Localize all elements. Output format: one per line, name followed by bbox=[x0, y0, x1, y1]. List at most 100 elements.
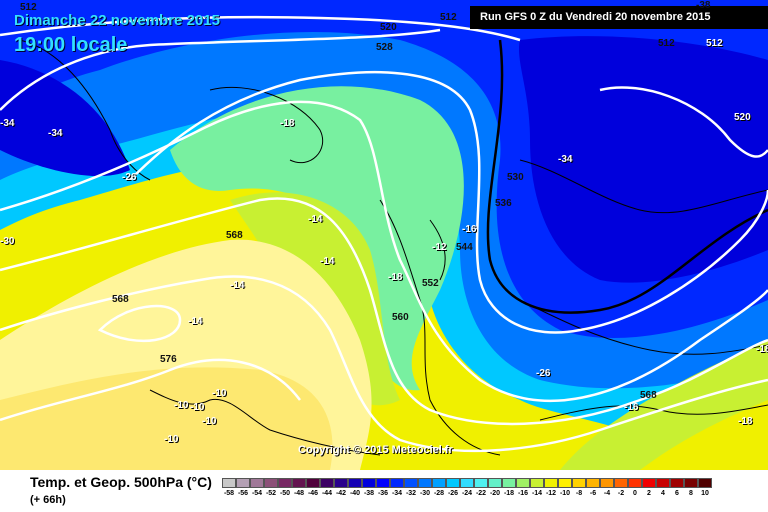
legend-swatch bbox=[516, 478, 530, 488]
temperature-label: -18 bbox=[756, 344, 768, 355]
isohypse-label: 568 bbox=[226, 230, 243, 241]
isohypse-label: 544 bbox=[456, 242, 473, 253]
isohypse-label: 530 bbox=[507, 172, 524, 183]
green-band bbox=[170, 86, 464, 391]
deep-blue-core bbox=[518, 36, 768, 283]
legend-swatch bbox=[306, 478, 320, 488]
temperature-label: -14 bbox=[230, 280, 245, 291]
isohypse-512 bbox=[0, 15, 521, 42]
legend-swatch bbox=[432, 478, 446, 488]
legend-value: -58 bbox=[223, 490, 235, 497]
legend-swatch bbox=[544, 478, 558, 488]
legend-value: -4 bbox=[603, 490, 611, 497]
legend-value: -56 bbox=[237, 490, 249, 497]
isohypse-label: 576 bbox=[160, 354, 177, 365]
legend-value: -36 bbox=[377, 490, 389, 497]
legend-swatch bbox=[698, 478, 712, 488]
central-europe-coast bbox=[519, 299, 768, 355]
legend-swatch bbox=[320, 478, 334, 488]
legend-value: -34 bbox=[391, 490, 403, 497]
legend-value: -40 bbox=[349, 490, 361, 497]
legend-swatch bbox=[656, 478, 670, 488]
legend-value: -20 bbox=[489, 490, 501, 497]
legend-value: -8 bbox=[575, 490, 583, 497]
legend-swatch bbox=[670, 478, 684, 488]
forecast-date: Dimanche 22 novembre 2015 bbox=[14, 12, 220, 29]
isohypse-label: 512 bbox=[658, 38, 675, 49]
legend-value: -30 bbox=[419, 490, 431, 497]
legend-value: -26 bbox=[447, 490, 459, 497]
legend-value: -2 bbox=[617, 490, 625, 497]
legend-value: -18 bbox=[503, 490, 515, 497]
legend-swatch bbox=[390, 478, 404, 488]
isohypse-label: 552 bbox=[422, 278, 439, 289]
temperature-label: -10 bbox=[212, 388, 227, 399]
legend-swatch bbox=[530, 478, 544, 488]
legend-swatch bbox=[460, 478, 474, 488]
temperature-label: -10 bbox=[190, 402, 205, 413]
legend-bar bbox=[0, 470, 768, 512]
temperature-label: -12 bbox=[432, 242, 447, 253]
legend-swatch bbox=[684, 478, 698, 488]
legend-value: -38 bbox=[363, 490, 375, 497]
legend-value: -24 bbox=[461, 490, 473, 497]
temperature-label: -18 bbox=[388, 272, 403, 283]
legend-value: -12 bbox=[545, 490, 557, 497]
isohypse-520 bbox=[0, 28, 441, 111]
legend-swatch bbox=[348, 478, 362, 488]
isohypse-label: 528 bbox=[376, 42, 393, 53]
isohypse-544 bbox=[0, 100, 768, 402]
temperature-label: -14 bbox=[188, 316, 203, 327]
isohypse-560 bbox=[0, 197, 768, 426]
isohypse-label: 512 bbox=[20, 2, 37, 13]
legend-value: 6 bbox=[675, 490, 679, 497]
legend-value: -14 bbox=[531, 490, 543, 497]
temperature-label: -38 bbox=[696, 0, 711, 11]
africa-coast bbox=[149, 389, 381, 456]
temperature-label: -26 bbox=[122, 172, 137, 183]
legend-value: -6 bbox=[589, 490, 597, 497]
isohypse-568 bbox=[0, 275, 768, 453]
legend-value: 10 bbox=[701, 490, 709, 497]
isohypse-label: 512 bbox=[706, 38, 723, 49]
legend-value: -28 bbox=[433, 490, 445, 497]
legend-value: 0 bbox=[633, 490, 637, 497]
temperature-label: -34 bbox=[0, 118, 15, 129]
temperature-label: -26 bbox=[536, 368, 551, 379]
legend-value: -42 bbox=[335, 490, 347, 497]
legend-swatch bbox=[628, 478, 642, 488]
isohypse-label: 536 bbox=[495, 198, 512, 209]
legend-value: -52 bbox=[265, 490, 277, 497]
legend-swatch bbox=[236, 478, 250, 488]
legend-swatch bbox=[558, 478, 572, 488]
isohypse-label: 568 bbox=[640, 390, 657, 401]
isohypse-label: 520 bbox=[734, 112, 751, 123]
temperature-label: -34 bbox=[48, 128, 63, 139]
legend-value: -48 bbox=[293, 490, 305, 497]
legend-swatch bbox=[502, 478, 516, 488]
temperature-label: -10 bbox=[174, 400, 189, 411]
copyright-notice: Copyright © 2015 Meteociel.fr bbox=[298, 444, 453, 456]
iceland-coast bbox=[209, 86, 324, 164]
isohypse-label: 520 bbox=[380, 22, 397, 33]
isohypse-568-closed bbox=[97, 304, 182, 343]
temperature-label: -14 bbox=[308, 214, 323, 225]
legend-swatch bbox=[404, 478, 418, 488]
legend-swatch bbox=[334, 478, 348, 488]
legend-swatch bbox=[488, 478, 502, 488]
legend-value: -32 bbox=[405, 490, 417, 497]
west-europe-coast bbox=[379, 199, 501, 456]
temperature-label: -10 bbox=[202, 416, 217, 427]
temperature-label: -34 bbox=[558, 154, 573, 165]
legend-swatch bbox=[586, 478, 600, 488]
legend-swatch bbox=[222, 478, 236, 488]
legend-subtitle: (+ 66h) bbox=[30, 494, 66, 506]
legend-value: 2 bbox=[647, 490, 651, 497]
legend-swatch bbox=[418, 478, 432, 488]
forecast-time: 19:00 locale bbox=[14, 34, 128, 56]
legend-swatch bbox=[264, 478, 278, 488]
temperature-label: -16 bbox=[462, 224, 477, 235]
isohypse-520-east bbox=[599, 86, 768, 158]
isohypse-label: 568 bbox=[112, 294, 129, 305]
